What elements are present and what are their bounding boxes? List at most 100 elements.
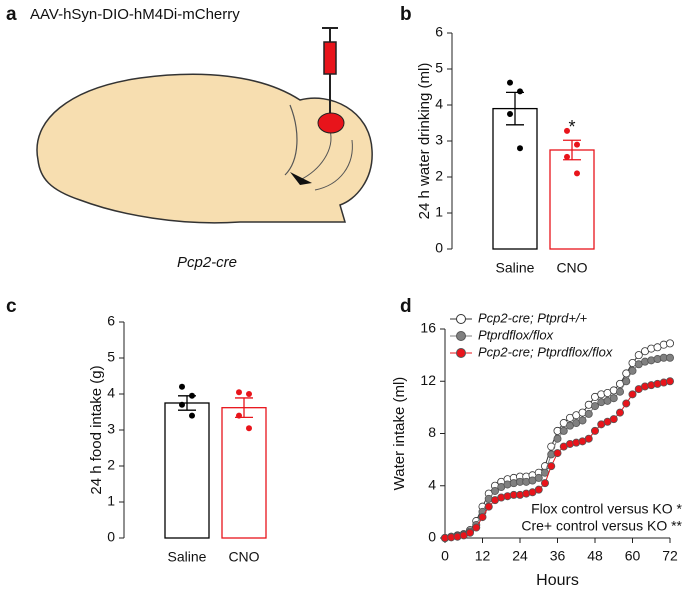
x-axis-label: Hours [536, 572, 579, 589]
data-point [564, 153, 570, 160]
data-point [666, 339, 675, 348]
data-point [628, 390, 637, 399]
data-point [246, 391, 252, 397]
y-tick-label: 0 [428, 529, 436, 545]
data-point [507, 111, 513, 117]
y-tick-label: 0 [107, 529, 115, 545]
data-point [574, 170, 580, 177]
panel-label: c [6, 296, 17, 317]
panel-title: AAV-hSyn-DIO-hM4Di-mCherry [30, 6, 240, 23]
x-tick-label: CNO [228, 549, 259, 565]
x-tick-label: 24 [512, 548, 528, 564]
x-tick-label: 48 [587, 548, 603, 564]
data-point [616, 387, 625, 396]
panel-label: d [400, 296, 412, 317]
data-point [179, 383, 185, 390]
data-point [534, 485, 543, 494]
bar [492, 107, 538, 250]
legend-marker [456, 314, 466, 324]
y-axis-label: Water intake (ml) [391, 377, 408, 491]
legend-marker [456, 348, 466, 358]
data-point [584, 409, 593, 418]
y-tick-label: 2 [435, 168, 443, 184]
data-point [609, 415, 618, 424]
y-tick-label: 5 [435, 60, 443, 76]
data-point [541, 479, 550, 488]
data-point [591, 426, 600, 435]
data-point [189, 392, 195, 399]
data-point [564, 127, 570, 134]
x-tick-label: Saline [168, 549, 207, 565]
data-point [666, 377, 675, 386]
bar [221, 407, 267, 539]
y-tick-label: 4 [107, 385, 115, 401]
x-tick-label: 72 [662, 548, 678, 564]
data-point [666, 353, 675, 362]
significance: * [568, 117, 575, 137]
data-point [534, 473, 543, 482]
y-tick-label: 1 [107, 493, 115, 509]
data-point [484, 502, 493, 511]
bar [549, 149, 595, 250]
caption: Pcp2-cre [177, 254, 237, 271]
annotation: Flox control versus KO * [531, 501, 682, 517]
data-point [591, 402, 600, 411]
data-point [628, 366, 637, 375]
legend-marker [456, 331, 466, 341]
data-point [578, 416, 587, 425]
y-tick-label: 3 [435, 132, 443, 148]
data-point [189, 412, 195, 419]
brain-illustration [36, 27, 373, 224]
x-tick-label: 0 [441, 548, 449, 564]
y-tick-label: 3 [107, 421, 115, 437]
bar [164, 402, 210, 539]
x-tick-label: Saline [496, 260, 535, 276]
y-tick-label: 6 [435, 24, 443, 40]
data-point [517, 88, 523, 95]
data-point [547, 462, 556, 471]
data-point [236, 389, 242, 396]
x-tick-label: 36 [550, 548, 566, 564]
data-point [490, 486, 499, 495]
y-axis-label: 24 h food intake (g) [88, 365, 105, 494]
data-point [507, 79, 513, 86]
data-point [179, 401, 185, 408]
data-point [236, 412, 242, 419]
data-point [622, 377, 631, 386]
y-tick-label: 2 [107, 457, 115, 473]
data-point [559, 426, 568, 435]
legend-label: Pcp2-cre; Ptprd+/+ [478, 310, 588, 325]
data-point [553, 434, 562, 443]
y-tick-label: 6 [107, 313, 115, 329]
data-point [472, 523, 481, 532]
data-point [616, 408, 625, 417]
data-point [246, 425, 252, 432]
y-tick-label: 0 [435, 240, 443, 256]
y-tick-label: 4 [435, 96, 443, 112]
legend-label: Ptprdflox/flox [478, 327, 554, 342]
y-tick-label: 5 [107, 349, 115, 365]
data-point [517, 145, 523, 152]
data-point [553, 449, 562, 458]
data-point [584, 434, 593, 443]
y-tick-label: 16 [420, 320, 436, 336]
y-tick-label: 1 [435, 204, 443, 220]
data-point [478, 513, 487, 522]
y-tick-label: 12 [420, 372, 436, 388]
data-point [574, 141, 580, 148]
x-tick-label: 12 [475, 548, 491, 564]
panel-label: a [6, 4, 17, 25]
x-tick-label: CNO [556, 260, 587, 276]
y-axis-label: 24 h water drinking (ml) [416, 63, 433, 220]
legend-label: Pcp2-cre; Ptprdflox/flox [478, 344, 613, 359]
data-point [622, 399, 631, 408]
x-tick-label: 60 [625, 548, 641, 564]
data-point [634, 351, 643, 360]
annotation: Cre+ control versus KO ** [521, 518, 682, 534]
y-tick-label: 4 [428, 476, 436, 492]
data-point [609, 394, 618, 403]
data-point [465, 528, 474, 537]
y-tick-label: 8 [428, 424, 436, 440]
panel-label: b [400, 4, 412, 25]
